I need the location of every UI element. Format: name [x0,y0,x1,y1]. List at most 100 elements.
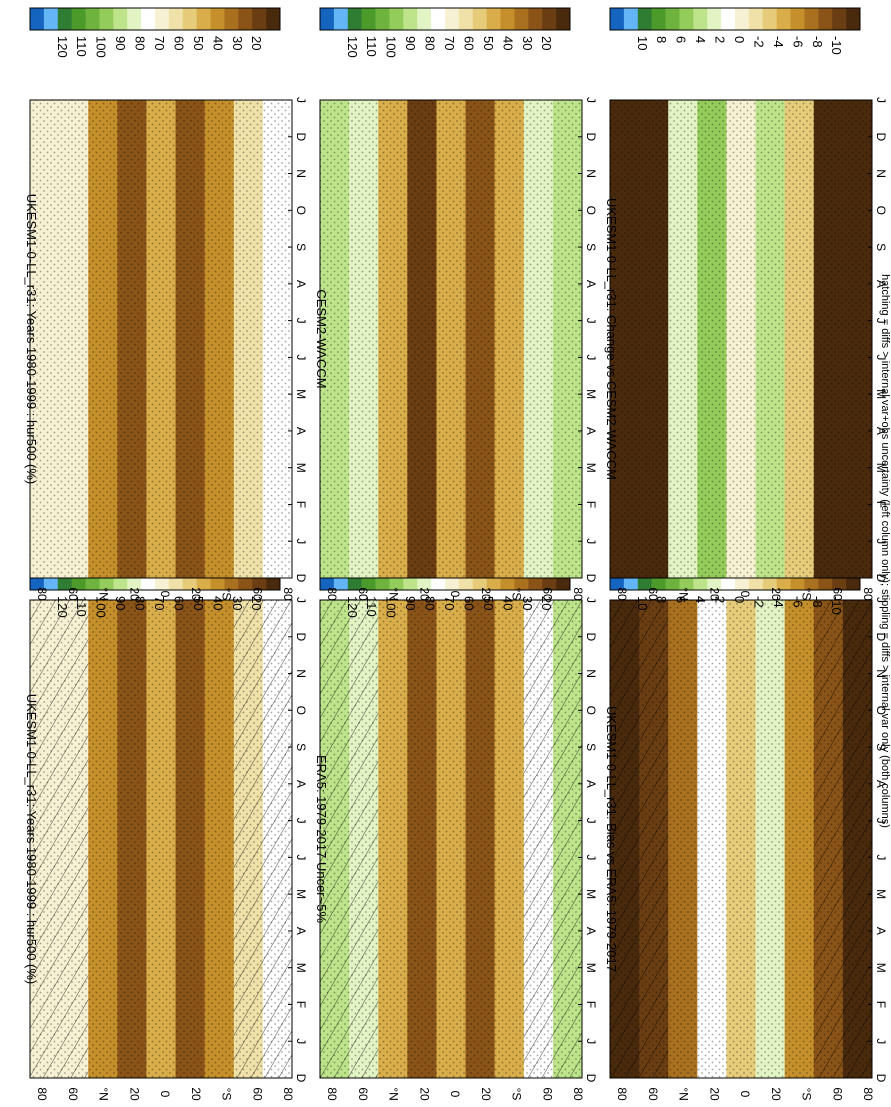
month-tick-label: D [874,632,888,641]
colorbar-swatch [528,8,543,30]
month-tick-label: O [294,706,308,715]
panel-frame [609,99,873,579]
lat-tick-label: 20 [189,587,203,601]
lat-tick-label: 20 [417,587,431,601]
month-tick-label: M [294,963,308,973]
month-tick-label: S [584,243,598,251]
colorbar-label: 20 [539,596,554,610]
month-tick-label: A [584,280,598,288]
colorbar-label: 0 [732,36,747,43]
month-tick-label: M [294,463,308,473]
colorbar-label: 120 [345,36,360,58]
lat-tick-label: 20 [479,587,493,601]
month-tick-label: A [874,280,888,288]
lat-tick-label: 80 [571,1087,585,1101]
colorbar-label: 110 [364,596,379,617]
month-tick-label: M [874,963,888,973]
lat-tick-label: 80 [281,587,295,601]
month-tick-label: J [584,1038,598,1044]
colorbar-label: 80 [133,36,148,50]
colorbar-label: 60 [461,36,476,50]
colorbar-swatch [707,8,722,30]
colorbar-label: 4 [693,36,708,43]
month-tick-label: J [874,354,888,360]
colorbar-frame [29,7,281,31]
colorbar-swatch [127,8,142,30]
month-tick-label: N [294,669,308,678]
colorbar-4: 120 110 100 90 80 70 60 50 40 30 20 [319,7,571,58]
month-tick-label: N [874,169,888,178]
panel-2: UKESM1-0-LL_r31: Bias vs ERA5: 1979-2017… [604,567,888,1101]
colorbar-label: 2 [713,36,728,43]
month-tick-label: J [584,97,598,103]
hatching-overlay-north [30,600,89,1078]
month-tick-label: J [294,1038,308,1044]
month-tick-label: F [874,1001,888,1008]
colorbar-label: 110 [74,596,89,617]
colorbar-swatch [762,8,777,30]
colorbar-3: 120 110 100 90 80 70 60 50 40 30 20 [29,7,281,58]
colorbar-label: -6 [790,36,805,48]
month-tick-label: M [294,389,308,399]
colorbar-label: 30 [520,36,535,50]
colorbar-swatch [818,8,833,30]
colorbar-label: -6 [790,596,805,608]
colorbar-label: 120 [55,36,70,58]
colorbar-swatch [748,8,764,30]
colorbar-swatch [832,8,847,30]
colorbar-swatch [417,8,432,30]
colorbar-label: 80 [423,596,438,610]
panel-frame [319,99,583,579]
colorbar-swatch [651,8,666,30]
month-tick-label: O [874,706,888,715]
hatching-overlay-north [610,600,669,1078]
month-tick-label: J [874,1038,888,1044]
colorbar-label: 20 [539,36,554,50]
lat-tick-label: °S [220,588,234,601]
hatching-overlay-north [320,600,379,1078]
colorbar-label: 100 [94,36,109,58]
panel-title: ERA5: 1979-2017 Uncer~5% [314,755,329,923]
month-tick-label: D [584,632,598,641]
panel-title: UKESM1-0-LL_r31: Years 1980-1999 : hur50… [24,194,39,485]
month-tick-label: D [294,574,308,583]
colorbar-swatch [155,8,170,30]
colorbar-swatch [472,8,487,30]
month-tick-label: M [294,889,308,899]
colorbar-swatch [57,8,72,30]
colorbar-swatch [679,8,694,30]
colorbar-label: 70 [152,596,167,610]
month-tick-label: J [584,854,598,860]
colorbar-label: 60 [171,596,186,610]
lat-tick-label: 60 [830,587,844,601]
colorbar-label: -4 [771,596,786,608]
colorbar-swatch [196,8,211,30]
lat-tick-label: 60 [356,587,370,601]
lat-tick-label: 80 [281,1087,295,1101]
colorbar-label: 20 [249,36,264,50]
lat-tick-label: 60 [646,1087,660,1101]
lat-tick-label: 80 [325,587,339,601]
lat-tick-label: 80 [861,1087,875,1101]
month-tick-label: N [874,669,888,678]
lat-tick-label: 80 [325,1087,339,1101]
month-tick-label: J [294,538,308,544]
colorbar-label: 90 [113,596,128,610]
colorbar-swatch [320,8,335,30]
colorbar-label: 4 [693,596,708,603]
month-tick-label: D [584,1074,598,1083]
colorbar-swatch [168,8,184,30]
colorbar-swatch [514,8,529,30]
lat-tick-label: 60 [66,1087,80,1101]
panel-frame [319,599,583,1079]
lat-tick-label: 20 [707,587,721,601]
colorbar-swatch [389,8,404,30]
panel-title: UKESM1-0-LL_r31: Years 1980-1999 : hur50… [24,694,39,985]
lat-tick-label: 80 [35,587,49,601]
colorbar-label: 50 [481,596,496,610]
colorbar-label: 80 [423,36,438,50]
colorbar-label: 120 [55,596,70,618]
month-tick-label: F [294,1001,308,1008]
lat-tick-label: 0 [158,1091,172,1098]
colorbar-swatch [252,8,267,30]
